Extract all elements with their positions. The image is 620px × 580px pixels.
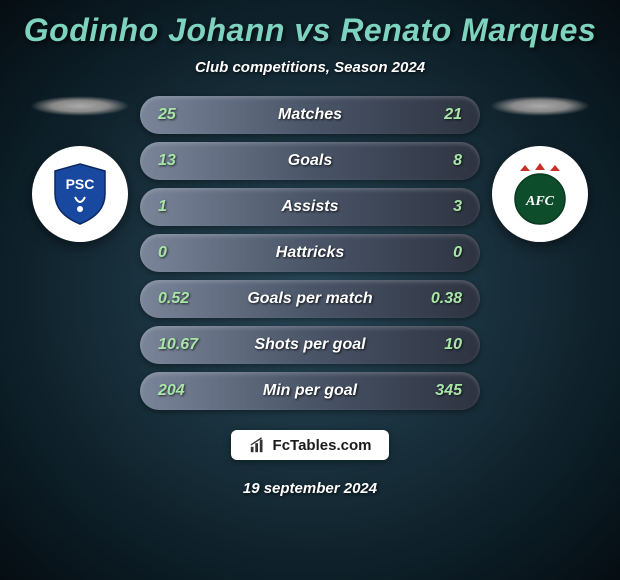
comparison-title: Godinho Johann vs Renato Marques (24, 12, 597, 49)
svg-text:PSC: PSC (66, 176, 95, 192)
left-side: PSC (20, 96, 140, 242)
right-club-badge: AFC (492, 146, 588, 242)
player-shadow-right (490, 96, 590, 116)
stat-right-value: 345 (412, 382, 462, 400)
comparison-date: 19 september 2024 (243, 480, 377, 497)
footer-brand-text: FcTables.com (273, 437, 372, 454)
stats-table: 25Matches2113Goals81Assists30Hattricks00… (140, 96, 480, 410)
comparison-content: PSC 25 Matches 21 13 Goals 8 1 Assists 3 0 Hattric… (0, 96, 620, 410)
stat-left-value: 204 (158, 382, 208, 400)
comparison-subtitle: Club competitions, Season 2024 (195, 59, 425, 76)
stat-label: Matches (278, 106, 342, 124)
stat-right-value: 21 (412, 106, 462, 124)
stat-label: Goals (288, 152, 332, 170)
stat-row: 0 Hattricks 0 (140, 234, 480, 272)
stat-label: Shots per goal (254, 336, 365, 354)
fctables-chart-icon (249, 436, 267, 454)
stat-left-value: 0.52 (158, 290, 208, 308)
stat-row: 204 Min per goal 345 (140, 372, 480, 410)
stat-right-value: 0 (412, 244, 462, 262)
stat-left-value: 0 (158, 244, 208, 262)
player-shadow-left (30, 96, 130, 116)
stat-left-value: 25 (158, 106, 208, 124)
stat-right-value: 8 (412, 152, 462, 170)
footer-brand[interactable]: FcTables.com (231, 430, 390, 460)
svg-text:AFC: AFC (525, 194, 555, 209)
stat-label: Goals per match (247, 290, 372, 308)
stat-left-value: 13 (158, 152, 208, 170)
stat-row: 0.52 Goals per match 0.38 (140, 280, 480, 318)
america-shield-icon: AFC (505, 159, 575, 229)
stat-right-value: 0.38 (412, 290, 462, 308)
stat-row: 1 Assists 3 (140, 188, 480, 226)
stat-left-value: 10.67 (158, 336, 208, 354)
stat-right-value: 3 (412, 198, 462, 216)
stat-label: Assists (282, 198, 339, 216)
stat-row: 13 Goals 8 (140, 142, 480, 180)
stat-label: Min per goal (263, 382, 357, 400)
right-side: AFC (480, 96, 600, 242)
left-club-badge: PSC (32, 146, 128, 242)
stat-label: Hattricks (276, 244, 344, 262)
psc-shield-icon: PSC (45, 159, 115, 229)
stat-left-value: 1 (158, 198, 208, 216)
stat-row: 10.67 Shots per goal 10 (140, 326, 480, 364)
stat-row: 25 Matches 21 (140, 96, 480, 134)
stat-right-value: 10 (412, 336, 462, 354)
